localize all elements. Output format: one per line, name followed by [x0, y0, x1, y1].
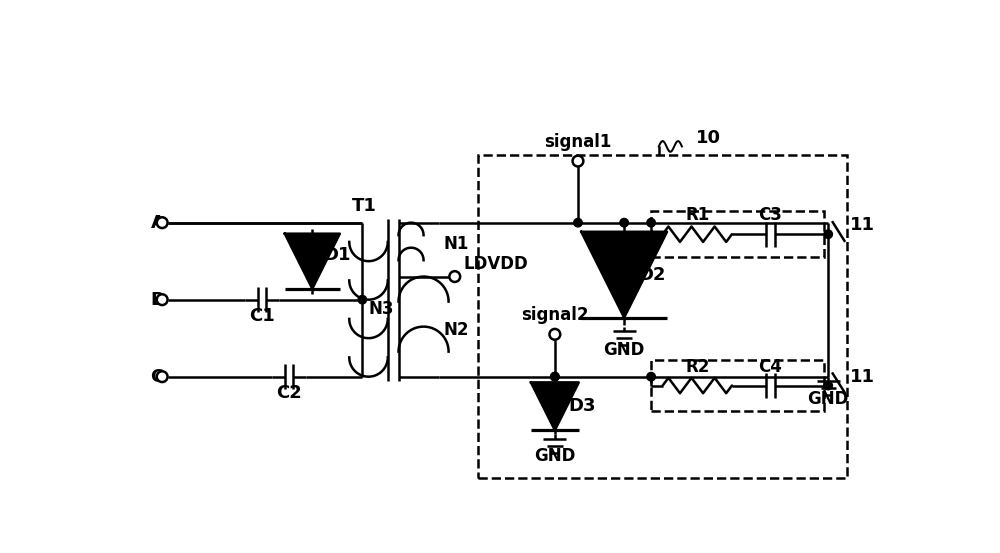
Text: T1: T1: [352, 197, 377, 215]
Text: D2: D2: [638, 265, 666, 284]
Circle shape: [549, 329, 560, 340]
Text: R2: R2: [685, 358, 709, 375]
Circle shape: [157, 294, 168, 305]
Text: 11: 11: [850, 368, 875, 385]
Text: GND: GND: [603, 341, 645, 359]
Text: signal1: signal1: [544, 133, 612, 151]
Circle shape: [551, 372, 559, 381]
Text: A: A: [151, 213, 164, 232]
Text: B: B: [151, 291, 164, 309]
Circle shape: [449, 271, 460, 282]
Text: D1: D1: [324, 246, 351, 264]
Circle shape: [573, 156, 583, 166]
Text: GND: GND: [534, 447, 576, 466]
Text: C: C: [151, 368, 164, 385]
Text: LDVDD: LDVDD: [464, 255, 529, 273]
Polygon shape: [531, 383, 579, 430]
Polygon shape: [285, 234, 340, 289]
Circle shape: [647, 218, 655, 227]
Text: C1: C1: [249, 307, 275, 325]
Circle shape: [647, 372, 655, 381]
Polygon shape: [581, 232, 667, 317]
Text: GND: GND: [808, 390, 849, 408]
Text: D3: D3: [569, 397, 596, 415]
Text: C3: C3: [759, 206, 782, 225]
Circle shape: [358, 295, 367, 304]
Text: N2: N2: [443, 321, 469, 340]
Circle shape: [824, 230, 832, 238]
Text: N3: N3: [369, 300, 394, 317]
Text: 10: 10: [696, 129, 721, 147]
Circle shape: [157, 371, 168, 382]
Text: C4: C4: [759, 358, 782, 375]
Text: R1: R1: [685, 206, 709, 225]
Circle shape: [157, 217, 168, 228]
Text: N1: N1: [443, 235, 469, 253]
Text: 11: 11: [850, 216, 875, 234]
Text: C2: C2: [276, 384, 302, 402]
Circle shape: [824, 381, 832, 390]
Circle shape: [574, 218, 582, 227]
Circle shape: [551, 372, 559, 381]
Text: signal2: signal2: [521, 306, 589, 325]
Circle shape: [620, 218, 628, 227]
